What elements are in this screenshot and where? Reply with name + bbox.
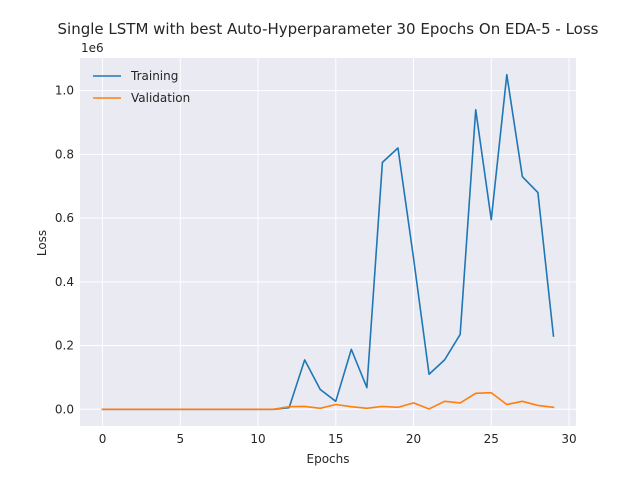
grid-lines xyxy=(80,58,576,426)
x-tick-label: 30 xyxy=(561,432,576,446)
y-axis-label: Loss xyxy=(35,230,49,256)
chart-title: Single LSTM with best Auto-Hyperparamete… xyxy=(58,20,599,38)
x-tick-label: 25 xyxy=(484,432,499,446)
y-tick-label: 0.2 xyxy=(55,339,74,353)
y-tick-label: 0.0 xyxy=(55,402,74,416)
series-line-validation xyxy=(101,391,555,411)
plot-area xyxy=(80,58,576,426)
y-tick-label: 0.6 xyxy=(55,211,74,225)
series-lines xyxy=(101,73,555,411)
y-tick-label: 0.8 xyxy=(55,147,74,161)
y-tick-label: 0.4 xyxy=(55,275,74,289)
x-tick-label: 0 xyxy=(99,432,107,446)
legend: Training Validation xyxy=(93,69,190,105)
x-axis-label: Epochs xyxy=(307,452,350,466)
y-tick-label: 1.0 xyxy=(55,84,74,98)
x-tick-label: 20 xyxy=(406,432,421,446)
x-tick-label: 10 xyxy=(250,432,265,446)
x-tick-label: 5 xyxy=(176,432,184,446)
y-offset-text: 1e6 xyxy=(81,41,104,55)
legend-label-training: Training xyxy=(130,69,178,83)
tick-labels: 0 5 10 15 20 25 30 0.0 0.2 0.4 0.6 0.8 1.0 xyxy=(55,84,577,446)
legend-label-validation: Validation xyxy=(131,91,190,105)
x-tick-label: 15 xyxy=(328,432,343,446)
